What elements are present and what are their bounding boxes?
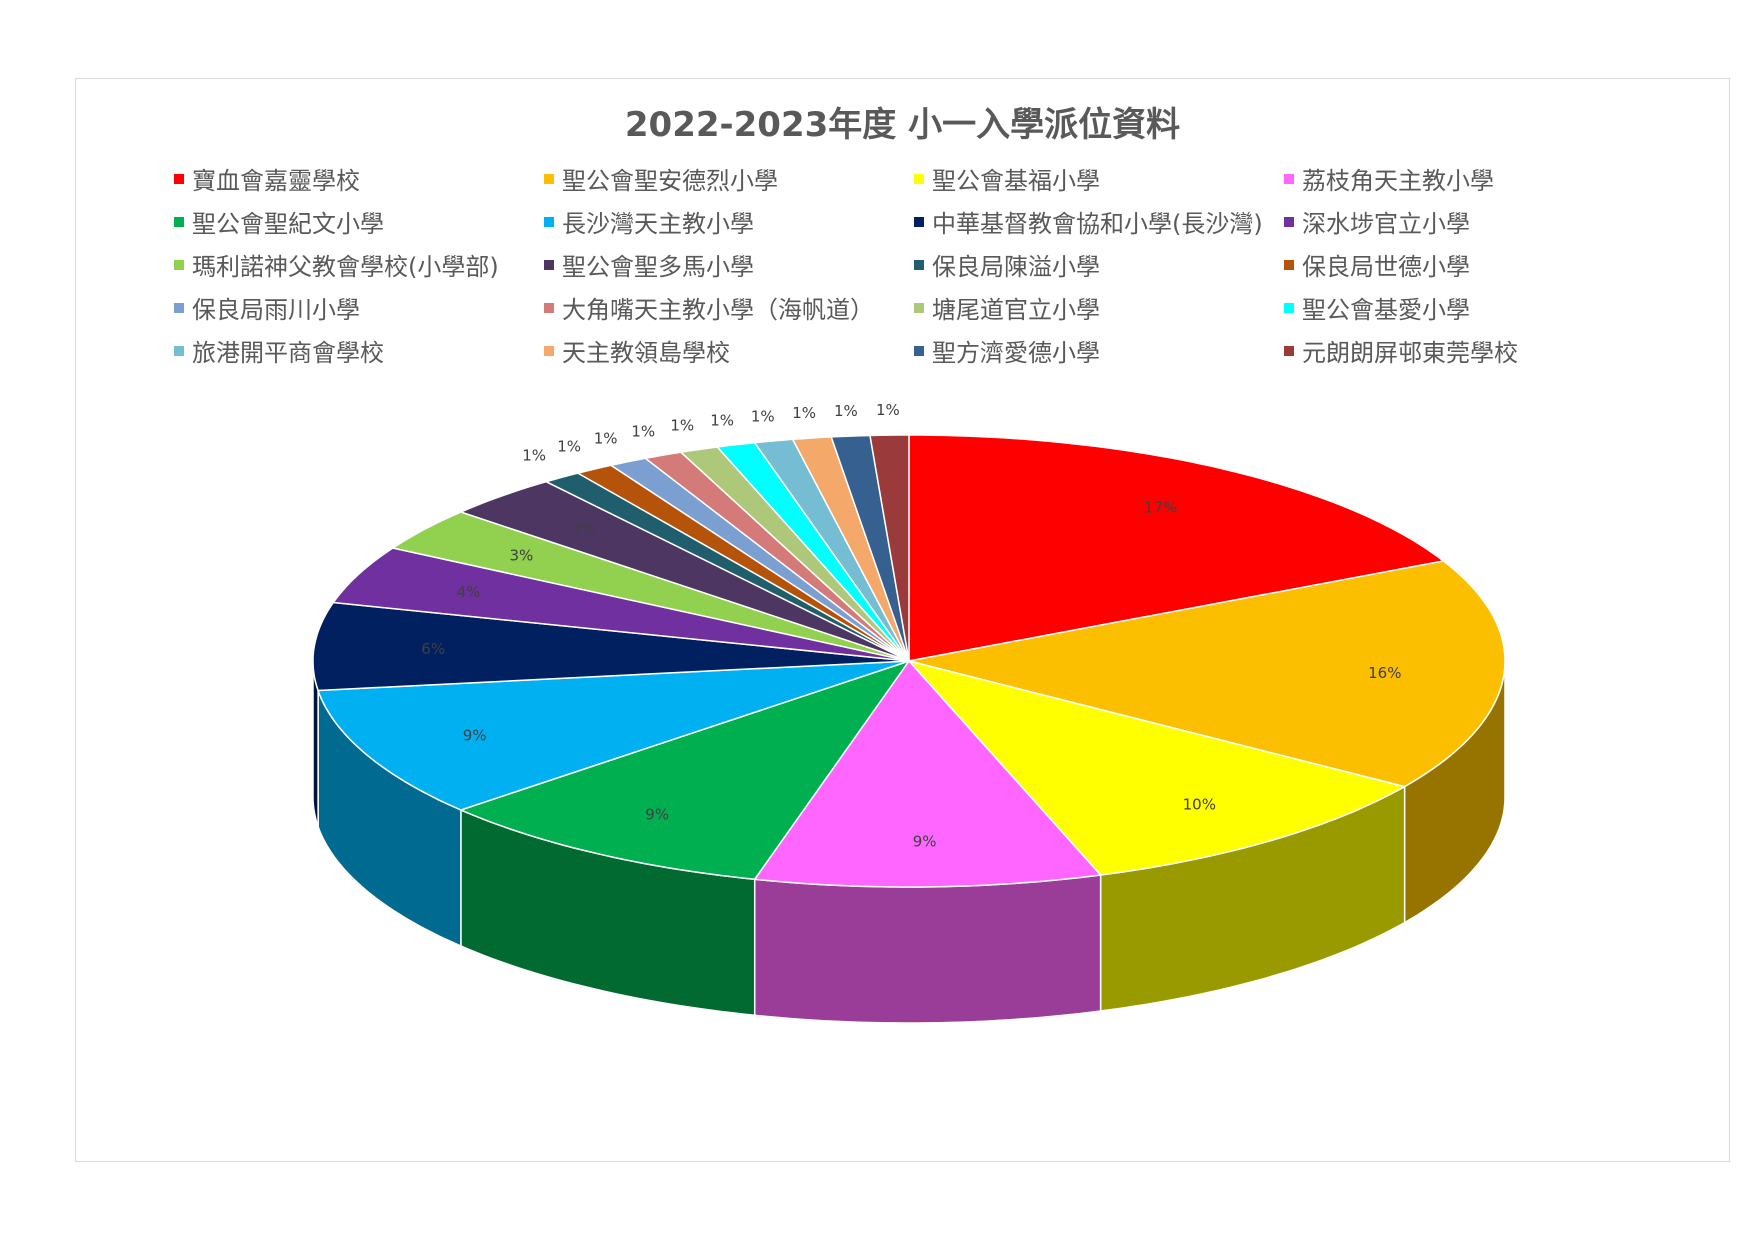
legend-item: 塘尾道官立小學 bbox=[914, 290, 1284, 325]
legend-swatch bbox=[544, 302, 554, 313]
data-label: 1% bbox=[557, 438, 581, 456]
data-label: 6% bbox=[421, 640, 445, 658]
legend-item: 中華基督教會協和小學(長沙灣) bbox=[914, 204, 1284, 239]
legend-swatch bbox=[914, 302, 924, 313]
legend-item: 天主教領島學校 bbox=[544, 333, 914, 368]
legend-swatch bbox=[174, 302, 184, 313]
legend-swatch bbox=[1284, 302, 1294, 313]
data-label: 9% bbox=[645, 806, 669, 824]
legend-label: 保良局世德小學 bbox=[1302, 253, 1470, 281]
data-label: 17% bbox=[1144, 499, 1177, 517]
data-label: 3% bbox=[510, 547, 534, 565]
legend-label: 聖方濟愛德小學 bbox=[932, 339, 1100, 367]
data-label: 1% bbox=[834, 402, 858, 420]
pie-slice bbox=[312, 601, 910, 692]
data-label: 1% bbox=[522, 447, 546, 465]
legend-label: 聖公會聖安德烈小學 bbox=[562, 167, 778, 195]
legend-item: 元朗朗屏邨東莞學校 bbox=[1284, 333, 1594, 368]
legend-label: 天主教領島學校 bbox=[562, 339, 730, 367]
legend-item: 長沙灣天主教小學 bbox=[544, 204, 914, 239]
legend-item: 保良局雨川小學 bbox=[174, 290, 544, 325]
data-label: 16% bbox=[1368, 664, 1401, 682]
legend-item: 荔枝角天主教小學 bbox=[1284, 161, 1594, 196]
legend-item: 保良局世德小學 bbox=[1284, 247, 1594, 282]
legend-swatch bbox=[544, 259, 554, 270]
legend-label: 深水埗官立小學 bbox=[1302, 210, 1470, 238]
legend-swatch bbox=[1284, 345, 1294, 356]
pie-slice bbox=[869, 434, 910, 662]
legend-item: 聖公會基福小學 bbox=[914, 161, 1284, 196]
legend-label: 寶血會嘉靈學校 bbox=[192, 167, 360, 195]
data-label: 9% bbox=[463, 727, 487, 745]
legend-item: 聖公會聖紀文小學 bbox=[174, 204, 544, 239]
pie-slice bbox=[458, 480, 910, 662]
legend-swatch bbox=[1284, 259, 1294, 270]
legend-item: 旅港開平商會學校 bbox=[174, 333, 544, 368]
data-label: 3% bbox=[571, 520, 595, 538]
data-label: 1% bbox=[594, 430, 618, 448]
pie-slice-side bbox=[753, 874, 1102, 1024]
pie-slice bbox=[458, 659, 911, 881]
legend-swatch bbox=[914, 259, 924, 270]
legend-swatch bbox=[544, 216, 554, 227]
legend-item: 寶血會嘉靈學校 bbox=[174, 161, 544, 196]
legend-label: 荔枝角天主教小學 bbox=[1302, 167, 1494, 195]
legend-swatch bbox=[914, 345, 924, 356]
data-label: 9% bbox=[913, 833, 937, 851]
legend-label: 大角嘴天主教小學（海帆道） bbox=[562, 296, 874, 324]
legend-swatch bbox=[914, 216, 924, 227]
legend-swatch bbox=[544, 173, 554, 184]
legend-label: 旅港開平商會學校 bbox=[192, 339, 384, 367]
legend-label: 聖公會基福小學 bbox=[932, 167, 1100, 195]
legend-label: 保良局陳溢小學 bbox=[932, 253, 1100, 281]
legend-item: 深水埗官立小學 bbox=[1284, 204, 1594, 239]
legend-label: 塘尾道官立小學 bbox=[932, 296, 1100, 324]
legend-swatch bbox=[174, 259, 184, 270]
data-label: 1% bbox=[670, 417, 694, 435]
legend-label: 瑪利諾神父教會學校(小學部) bbox=[192, 253, 499, 281]
legend-item: 聖方濟愛德小學 bbox=[914, 333, 1284, 368]
pie-slice bbox=[331, 547, 910, 662]
legend-item: 瑪利諾神父教會學校(小學部) bbox=[174, 247, 544, 282]
data-label: 1% bbox=[751, 407, 775, 425]
legend-label: 聖公會聖多馬小學 bbox=[562, 253, 754, 281]
legend-label: 元朗朗屏邨東莞學校 bbox=[1302, 339, 1518, 367]
legend-item: 聖公會聖多馬小學 bbox=[544, 247, 914, 282]
legend-label: 聖公會聖紀文小學 bbox=[192, 210, 384, 238]
legend-label: 聖公會基愛小學 bbox=[1302, 296, 1470, 324]
pie-slice bbox=[317, 660, 910, 811]
data-label: 1% bbox=[876, 401, 900, 419]
pie-slice bbox=[908, 560, 1506, 788]
legend-item: 聖公會聖安德烈小學 bbox=[544, 161, 914, 196]
legend-item: 聖公會基愛小學 bbox=[1284, 290, 1594, 325]
legend-item: 保良局陳溢小學 bbox=[914, 247, 1284, 282]
pie-slice bbox=[390, 511, 910, 662]
pie-slice bbox=[906, 659, 1407, 876]
legend-swatch bbox=[174, 173, 184, 184]
pie-slice bbox=[908, 434, 1446, 662]
legend-swatch bbox=[1284, 173, 1294, 184]
data-label: 1% bbox=[631, 423, 655, 441]
data-label: 1% bbox=[710, 411, 734, 429]
legend-swatch bbox=[1284, 216, 1294, 227]
legend-swatch bbox=[174, 345, 184, 356]
legend-label: 保良局雨川小學 bbox=[192, 296, 360, 324]
legend-swatch bbox=[544, 345, 554, 356]
legend: 寶血會嘉靈學校 聖公會聖安德烈小學 聖公會基福小學 荔枝角天主教小學聖公會聖紀文小學 長… bbox=[174, 161, 1594, 368]
legend-swatch bbox=[914, 173, 924, 184]
pie-slice bbox=[753, 659, 1103, 888]
data-label: 4% bbox=[457, 583, 481, 601]
legend-label: 中華基督教會協和小學(長沙灣) bbox=[932, 210, 1263, 238]
data-label: 1% bbox=[792, 404, 816, 422]
legend-label: 長沙灣天主教小學 bbox=[562, 210, 754, 238]
chart-title: 2022-2023年度 小一入學派位資料 bbox=[624, 105, 1181, 145]
legend-item: 大角嘴天主教小學（海帆道） bbox=[544, 290, 914, 325]
data-label: 10% bbox=[1183, 795, 1216, 813]
legend-swatch bbox=[174, 216, 184, 227]
